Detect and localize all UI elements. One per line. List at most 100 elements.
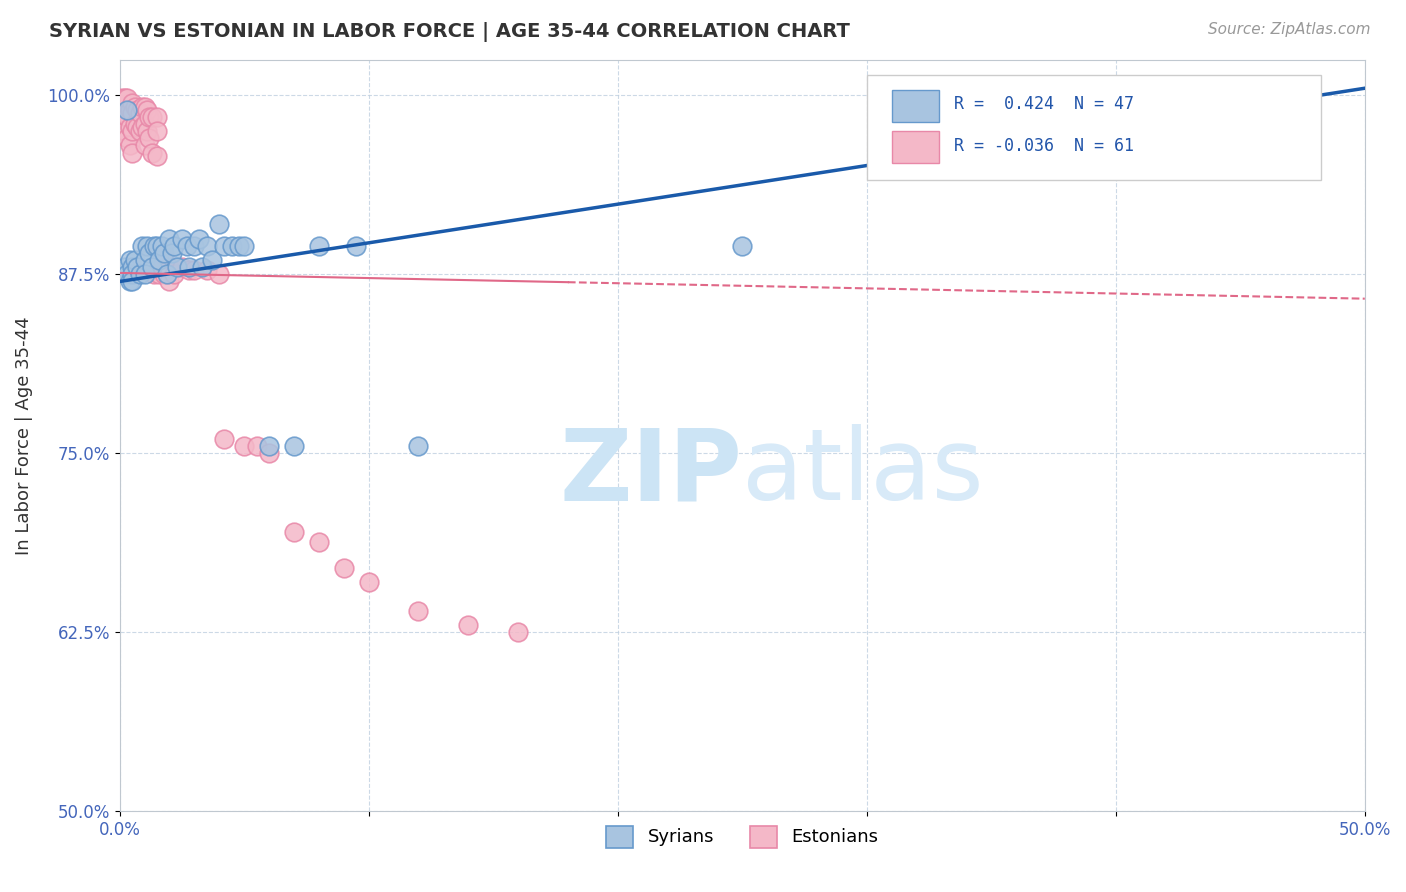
Point — [136, 238, 159, 252]
Point — [332, 561, 354, 575]
Point — [212, 432, 235, 446]
Text: R =  0.424  N = 47: R = 0.424 N = 47 — [953, 95, 1133, 113]
Point — [121, 260, 143, 275]
Point — [115, 91, 138, 105]
Point — [153, 245, 176, 260]
Point — [148, 253, 170, 268]
Point — [146, 238, 169, 252]
Point — [150, 260, 173, 275]
Point — [118, 253, 141, 268]
Text: ZIP: ZIP — [560, 425, 742, 522]
Text: R = -0.036  N = 61: R = -0.036 N = 61 — [953, 137, 1133, 155]
Point — [157, 231, 180, 245]
Point — [191, 260, 214, 275]
Point — [141, 145, 163, 160]
Point — [146, 124, 169, 138]
Point — [143, 238, 166, 252]
Point — [283, 439, 305, 453]
Point — [170, 260, 193, 275]
Point — [283, 524, 305, 539]
Point — [153, 249, 176, 263]
Point — [131, 120, 153, 134]
Point — [134, 138, 156, 153]
Point — [148, 268, 170, 282]
Point — [115, 110, 138, 124]
Point — [128, 105, 150, 120]
Point — [121, 105, 143, 120]
Point — [308, 238, 330, 252]
Y-axis label: In Labor Force | Age 35-44: In Labor Force | Age 35-44 — [15, 316, 32, 555]
Point — [136, 103, 159, 117]
Point — [118, 275, 141, 289]
Point — [125, 103, 148, 117]
Point — [141, 110, 163, 124]
Point — [128, 124, 150, 138]
Point — [195, 263, 218, 277]
Point — [121, 95, 143, 110]
Point — [121, 275, 143, 289]
Point — [134, 253, 156, 268]
Point — [138, 131, 160, 145]
Point — [131, 100, 153, 114]
Point — [134, 117, 156, 131]
Point — [731, 238, 754, 252]
Point — [150, 238, 173, 252]
Point — [166, 260, 188, 275]
Point — [118, 138, 141, 153]
Point — [153, 268, 176, 282]
Point — [228, 238, 250, 252]
FancyBboxPatch shape — [866, 75, 1322, 180]
Point — [183, 238, 205, 252]
Point — [176, 238, 198, 252]
Point — [157, 260, 180, 275]
Point — [118, 103, 141, 117]
Point — [195, 238, 218, 252]
Legend: Syrians, Estonians: Syrians, Estonians — [599, 818, 886, 855]
Text: SYRIAN VS ESTONIAN IN LABOR FORCE | AGE 35-44 CORRELATION CHART: SYRIAN VS ESTONIAN IN LABOR FORCE | AGE … — [49, 22, 851, 42]
Point — [148, 260, 170, 275]
Point — [111, 105, 134, 120]
Point — [146, 148, 169, 162]
Point — [408, 604, 430, 618]
Point — [506, 625, 529, 640]
Point — [134, 100, 156, 114]
Point — [156, 268, 179, 282]
Point — [257, 439, 280, 453]
Point — [131, 238, 153, 252]
Point — [308, 535, 330, 549]
Point — [124, 253, 146, 268]
Point — [128, 268, 150, 282]
Point — [138, 245, 160, 260]
Point — [121, 124, 143, 138]
Point — [114, 105, 136, 120]
Point — [245, 439, 267, 453]
Point — [115, 268, 138, 282]
Point — [160, 245, 183, 260]
Point — [121, 145, 143, 160]
Point — [163, 238, 186, 252]
Point — [457, 618, 479, 632]
Point — [208, 217, 231, 231]
Point — [156, 268, 179, 282]
Point — [208, 268, 231, 282]
Point — [212, 238, 235, 252]
Point — [233, 238, 256, 252]
Point — [157, 275, 180, 289]
Point — [344, 238, 367, 252]
Point — [121, 268, 143, 282]
Point — [125, 120, 148, 134]
Point — [115, 103, 138, 117]
Text: atlas: atlas — [742, 425, 984, 522]
Point — [163, 268, 186, 282]
Point — [134, 268, 156, 282]
Point — [118, 120, 141, 134]
Point — [114, 260, 136, 275]
Point — [124, 100, 146, 114]
Point — [138, 110, 160, 124]
Point — [143, 268, 166, 282]
Point — [146, 110, 169, 124]
Point — [233, 439, 256, 453]
Point — [257, 446, 280, 460]
Point — [114, 91, 136, 105]
Point — [1054, 88, 1077, 103]
